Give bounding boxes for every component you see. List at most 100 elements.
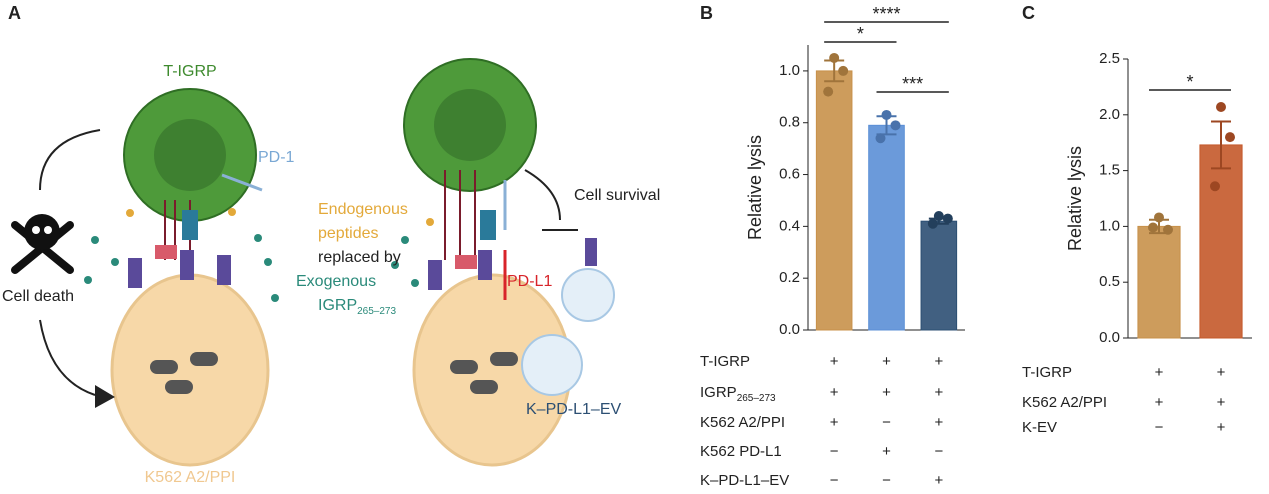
condition-mark: + — [882, 443, 891, 460]
pd1-label: PD-1 — [258, 149, 295, 166]
bar — [1199, 144, 1243, 339]
skull — [11, 214, 74, 274]
condition-mark: − — [882, 414, 891, 431]
igrp-label: IGRP265–273 — [318, 297, 396, 316]
panel-label: B — [700, 3, 713, 23]
condition-name: K562 PD-L1 — [700, 443, 782, 460]
condition-mark: + — [882, 353, 891, 370]
y-tick-label: 0.4 — [779, 217, 800, 234]
y-axis-label: Relative lysis — [1065, 146, 1085, 251]
y-tick-label: 0.0 — [779, 321, 800, 338]
condition-label: K-EV — [1022, 419, 1057, 436]
condition-mark: − — [934, 443, 943, 460]
data-point — [942, 213, 953, 224]
condition-label: T-IGRP — [700, 353, 750, 370]
data-point — [890, 120, 901, 131]
condition-name: T-IGRP — [1022, 364, 1072, 381]
condition-label: IGRP265–273 — [700, 384, 776, 404]
survival-label: Cell survival — [574, 187, 660, 204]
condition-mark: + — [1217, 419, 1226, 436]
condition-name: K-EV — [1022, 419, 1057, 436]
condition-name: K562 A2/PPI — [1022, 394, 1107, 411]
panel-label: C — [1022, 3, 1035, 23]
condition-mark: − — [882, 472, 891, 489]
endo-label: Endogenous — [318, 201, 408, 218]
condition-mark: + — [1155, 364, 1164, 381]
cd — [155, 245, 177, 259]
condition-name: K562 A2/PPI — [700, 414, 785, 431]
replaced-label: replaced by — [318, 249, 401, 266]
data-point — [881, 109, 892, 120]
nucleus — [154, 119, 226, 191]
y-tick-label: 2.0 — [1099, 106, 1120, 123]
y-tick-label: 1.0 — [1099, 217, 1120, 234]
nucleus — [434, 89, 506, 161]
diagram: A T-IGRP PD-1 Endogenous peptides replac… — [2, 3, 660, 486]
data-point — [1154, 212, 1164, 223]
data-point — [829, 52, 840, 63]
y-tick-label: 1.0 — [779, 62, 800, 79]
y-tick-label: 0.8 — [779, 114, 800, 131]
ev-label: K–PD-L1–EV — [526, 401, 621, 418]
tcr — [480, 210, 496, 240]
inhibit — [524, 169, 561, 221]
sig-label: **** — [872, 4, 900, 24]
condition-mark: + — [934, 384, 943, 401]
arrow — [39, 319, 96, 396]
condition-mark: − — [830, 443, 839, 460]
mhc — [128, 238, 597, 290]
bar — [1137, 225, 1181, 339]
k562-label: K562 A2/PPI — [145, 469, 236, 486]
arrowhead — [95, 385, 115, 408]
condition-name: K–PD-L1–EV — [700, 472, 789, 489]
condition-mark: + — [934, 472, 943, 489]
igrp: IGRP — [318, 297, 357, 314]
condition-mark: − — [1155, 419, 1164, 436]
bar — [920, 220, 958, 331]
t-cell-label: T-IGRP — [163, 63, 216, 80]
y-tick-label: 2.5 — [1099, 50, 1120, 67]
igrp-sub: 265–273 — [357, 306, 396, 317]
condition-mark: + — [934, 414, 943, 431]
y-tick-label: 0.6 — [779, 166, 800, 183]
bar — [815, 70, 853, 331]
data-point — [838, 65, 849, 76]
condition-name: T-IGRP — [700, 353, 750, 370]
condition-mark: + — [830, 353, 839, 370]
sig-label: *** — [902, 74, 923, 94]
condition-mark: + — [934, 353, 943, 370]
data-point — [875, 133, 886, 144]
bar — [868, 124, 905, 331]
death-label: Cell death — [2, 288, 74, 305]
data-point — [927, 218, 938, 229]
y-axis-label: Relative lysis — [745, 135, 765, 240]
data-point — [1216, 101, 1226, 112]
condition-label: K–PD-L1–EV — [700, 472, 789, 489]
pd1 — [221, 173, 263, 192]
data-point — [1148, 222, 1158, 233]
y-tick-label: 1.5 — [1099, 162, 1120, 179]
condition-label: K562 PD-L1 — [700, 443, 782, 460]
condition-name: IGRP — [700, 384, 737, 401]
exo-label: Exogenous — [296, 273, 376, 290]
y-tick-label: 0.2 — [779, 269, 800, 286]
tcr — [182, 210, 198, 240]
y-tick-label: 0.5 — [1099, 273, 1120, 290]
condition-label: K562 A2/PPI — [1022, 394, 1107, 411]
error-bar — [1211, 120, 1231, 170]
sig-label: * — [857, 24, 864, 44]
arrow — [39, 129, 101, 191]
vesicle — [521, 334, 583, 396]
peptides — [84, 234, 419, 302]
endo-peptides — [126, 208, 434, 226]
data-point — [933, 211, 944, 221]
data-point — [1163, 224, 1173, 235]
condition-mark: + — [830, 414, 839, 431]
data-point — [1210, 181, 1220, 192]
condition-mark: + — [882, 384, 891, 401]
condition-mark: − — [830, 472, 839, 489]
condition-mark: + — [1155, 394, 1164, 411]
y-tick-label: 0.0 — [1099, 329, 1120, 346]
